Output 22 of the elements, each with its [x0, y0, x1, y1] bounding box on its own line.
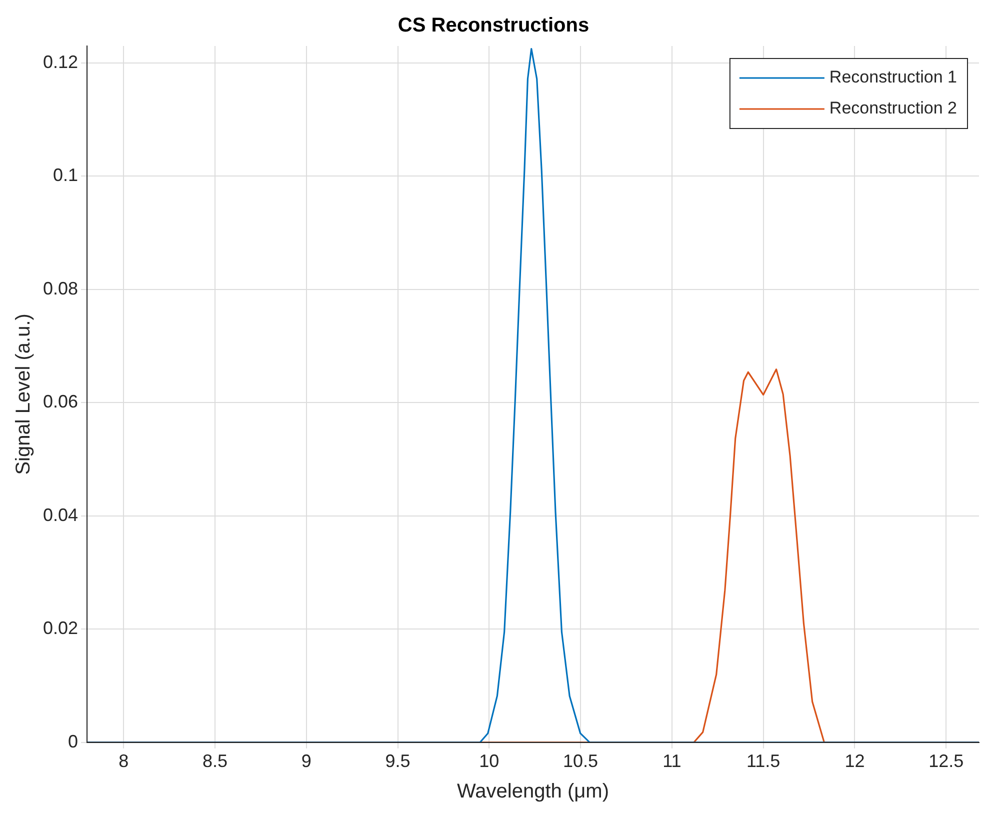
legend-label: Reconstruction 2 — [829, 98, 958, 118]
y-tick-label: 0.04 — [42, 504, 78, 525]
x-tick-label: 9.5 — [385, 751, 410, 772]
x-axis-title: Wavelength (μm) — [457, 780, 609, 803]
x-tick-label: 11 — [662, 751, 682, 772]
legend-label: Reconstruction 1 — [829, 68, 958, 87]
y-tick-label: 0 — [68, 731, 78, 752]
x-tick-label: 9 — [301, 751, 312, 772]
x-tick-label: 11.5 — [746, 751, 780, 772]
x-tick-label: 8.5 — [202, 751, 228, 772]
x-tick-label: 12.5 — [928, 751, 964, 772]
x-tick-label: 8 — [118, 751, 129, 772]
y-tick-label: 0.1 — [53, 165, 78, 186]
y-tick-label: 0.06 — [42, 392, 78, 412]
chart-title: CS Reconstructions — [398, 14, 590, 37]
x-tick-label: 10 — [479, 751, 500, 772]
y-tick-label: 0.12 — [42, 52, 78, 72]
y-tick-label: 0.02 — [42, 618, 78, 638]
x-tick-label: 12 — [844, 751, 865, 772]
x-tick-label: 10.5 — [563, 751, 598, 772]
y-axis-title: Signal Level (a.u.) — [12, 314, 35, 475]
y-tick-label: 0.08 — [42, 278, 78, 298]
